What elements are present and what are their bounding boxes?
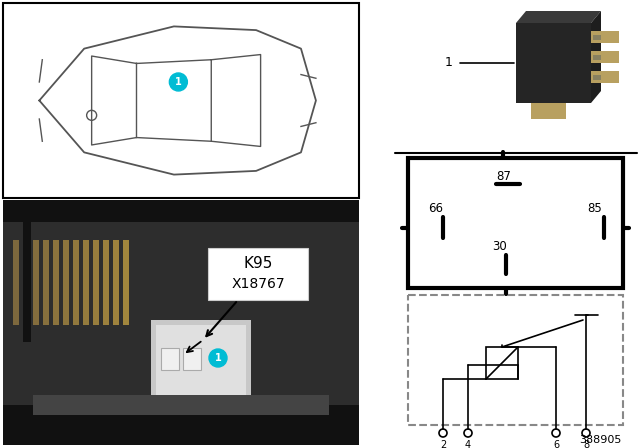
Bar	[591, 71, 619, 83]
Bar	[43, 240, 49, 325]
Bar	[3, 405, 359, 445]
Bar	[23, 240, 29, 325]
Text: 85: 85	[587, 202, 602, 215]
Circle shape	[170, 73, 188, 91]
Bar	[591, 51, 619, 63]
Bar	[531, 103, 566, 119]
Bar	[395, 3, 637, 153]
Circle shape	[209, 349, 227, 367]
Bar	[123, 240, 129, 325]
Text: 1: 1	[214, 353, 221, 363]
Text: 2: 2	[440, 440, 446, 448]
Bar	[103, 240, 109, 325]
Bar	[593, 55, 601, 60]
Bar	[408, 158, 623, 288]
Bar	[3, 200, 359, 445]
Bar	[13, 240, 19, 325]
Bar	[183, 348, 201, 370]
Text: 4: 4	[465, 440, 471, 448]
Bar	[3, 222, 359, 407]
Bar	[516, 23, 591, 103]
Text: 66: 66	[428, 202, 443, 215]
Text: 8: 8	[583, 440, 589, 448]
Text: 388905: 388905	[579, 435, 621, 445]
Bar	[161, 348, 179, 370]
Bar	[33, 240, 39, 325]
Polygon shape	[516, 11, 601, 23]
Bar	[591, 31, 619, 43]
Bar	[113, 240, 119, 325]
Bar	[156, 325, 246, 400]
Bar	[63, 240, 69, 325]
Bar	[53, 240, 59, 325]
Text: 6: 6	[553, 440, 559, 448]
Text: X18767: X18767	[231, 277, 285, 291]
Bar	[73, 240, 79, 325]
Polygon shape	[591, 11, 601, 103]
Bar	[408, 295, 623, 425]
Bar	[486, 347, 518, 379]
Text: 1: 1	[444, 56, 452, 69]
Bar	[83, 240, 89, 325]
Bar	[593, 75, 601, 80]
Text: K95: K95	[243, 257, 273, 271]
Bar	[208, 248, 308, 300]
Bar	[593, 35, 601, 40]
Text: 1: 1	[175, 77, 182, 87]
Bar	[3, 3, 359, 198]
Text: 30: 30	[492, 240, 507, 253]
Bar	[33, 395, 329, 415]
Bar	[23, 222, 31, 342]
Bar	[151, 320, 251, 405]
Bar	[93, 240, 99, 325]
Text: 87: 87	[496, 169, 511, 182]
Bar	[3, 200, 359, 222]
